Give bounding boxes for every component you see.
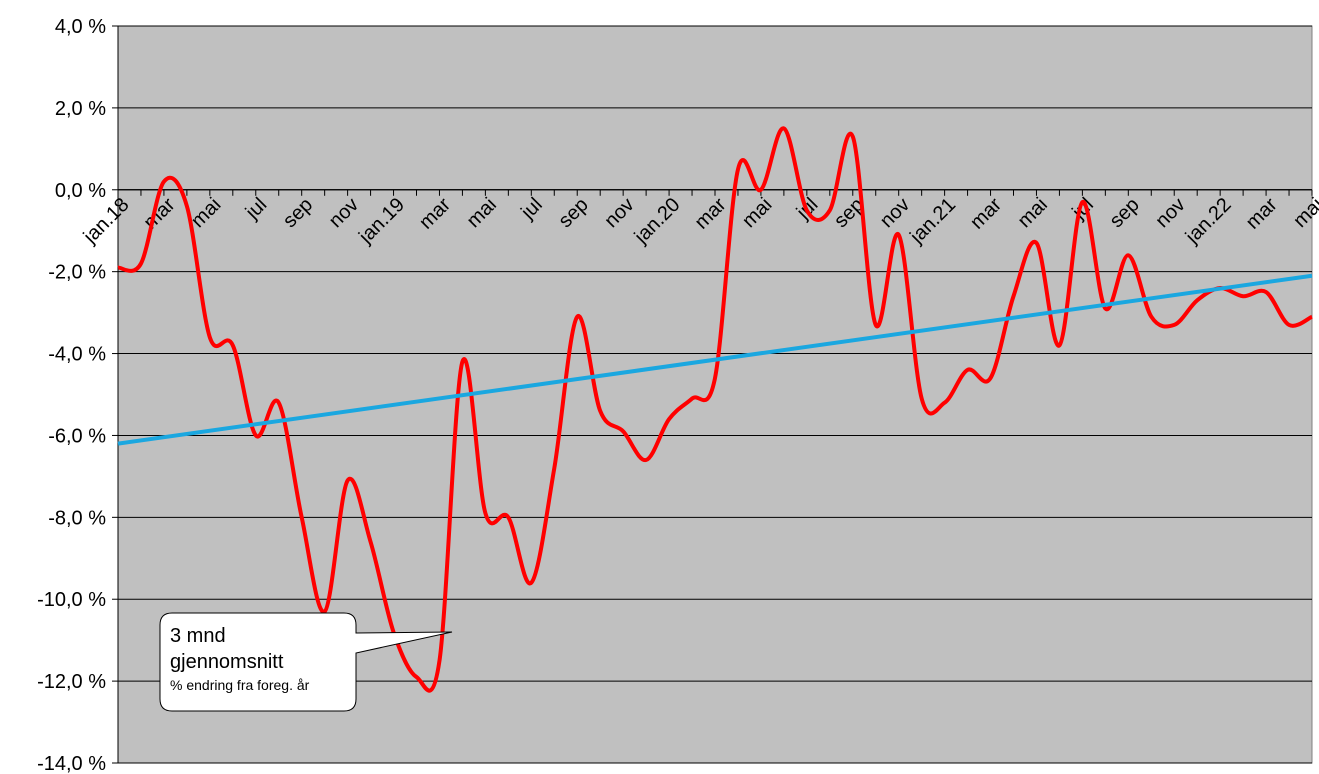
callout-line-3: % endring fra foreg. år	[170, 677, 310, 693]
callout-box: 3 mnd gjennomsnitt % endring fra foreg. …	[159, 612, 453, 712]
callout-shape	[159, 612, 453, 712]
y-tick-label: -12,0 %	[37, 671, 106, 693]
series-layer	[117, 126, 1313, 693]
y-axis-ticks: 4,0 % 2,0 % 0,0 % -2,0 % -4,0 % -6,0 % -8,0 % -…	[37, 16, 119, 774]
y-tick-label: -10,0 %	[37, 589, 106, 611]
y-tick-label: 4,0 %	[55, 16, 106, 38]
callout-line-1: 3 mnd	[170, 625, 226, 647]
trend-line	[117, 273, 1313, 446]
y-tick-label: -14,0 %	[37, 753, 106, 774]
y-tick-label: 2,0 %	[55, 98, 106, 120]
y-tick-label: -2,0 %	[48, 262, 106, 284]
callout-line-2: gjennomsnitt	[170, 651, 284, 673]
x-axis	[117, 189, 1313, 196]
y-tick-label: 0,0 %	[55, 180, 106, 202]
y-tick-label: -6,0 %	[48, 425, 106, 447]
y-tick-label: -8,0 %	[48, 507, 106, 529]
series-line	[117, 126, 1313, 693]
y-tick-label: -4,0 %	[48, 344, 106, 366]
